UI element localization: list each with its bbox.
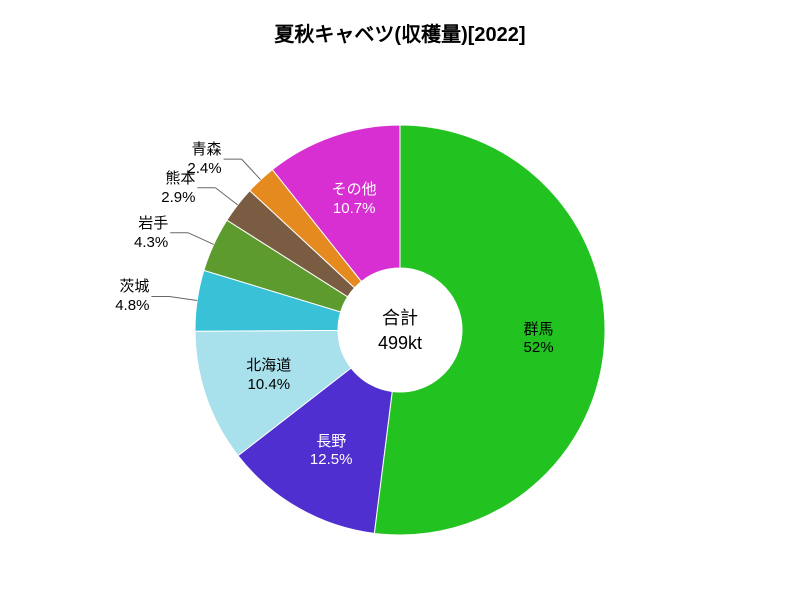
leader-line bbox=[242, 159, 261, 180]
pie-chart-container: 夏秋キャベツ(収穫量)[2022] 群馬52%長野12.5%北海道10.4%茨城… bbox=[0, 0, 800, 600]
slice-name: 岩手 bbox=[98, 215, 168, 234]
leader-line bbox=[169, 296, 197, 300]
slice-label: その他10.7% bbox=[314, 181, 394, 219]
slice-label: 長野12.5% bbox=[291, 433, 371, 471]
center-label-bottom: 499kt bbox=[340, 331, 460, 356]
center-label: 合計 499kt bbox=[340, 306, 460, 356]
slice-value: 52% bbox=[499, 339, 579, 358]
leader-line bbox=[215, 188, 237, 205]
slice-value: 4.3% bbox=[98, 234, 168, 253]
slice-name: 群馬 bbox=[499, 321, 579, 340]
slice-name: その他 bbox=[314, 181, 394, 200]
slice-name: 北海道 bbox=[229, 357, 309, 376]
slice-value: 2.9% bbox=[125, 189, 195, 208]
slice-label: 茨城4.8% bbox=[79, 278, 149, 316]
slice-name: 青森 bbox=[152, 141, 222, 160]
slice-value: 10.7% bbox=[314, 200, 394, 219]
center-label-top: 合計 bbox=[340, 306, 460, 331]
slice-value: 2.4% bbox=[152, 160, 222, 179]
slice-label: 青森2.4% bbox=[152, 141, 222, 179]
slice-label: 北海道10.4% bbox=[229, 357, 309, 395]
slice-value: 12.5% bbox=[291, 451, 371, 470]
slice-value: 10.4% bbox=[229, 376, 309, 395]
slice-label: 群馬52% bbox=[499, 321, 579, 359]
slice-value: 4.8% bbox=[79, 297, 149, 316]
slice-name: 茨城 bbox=[79, 278, 149, 297]
leader-line bbox=[188, 233, 213, 245]
slice-label: 岩手4.3% bbox=[98, 215, 168, 253]
slice-name: 長野 bbox=[291, 433, 371, 452]
